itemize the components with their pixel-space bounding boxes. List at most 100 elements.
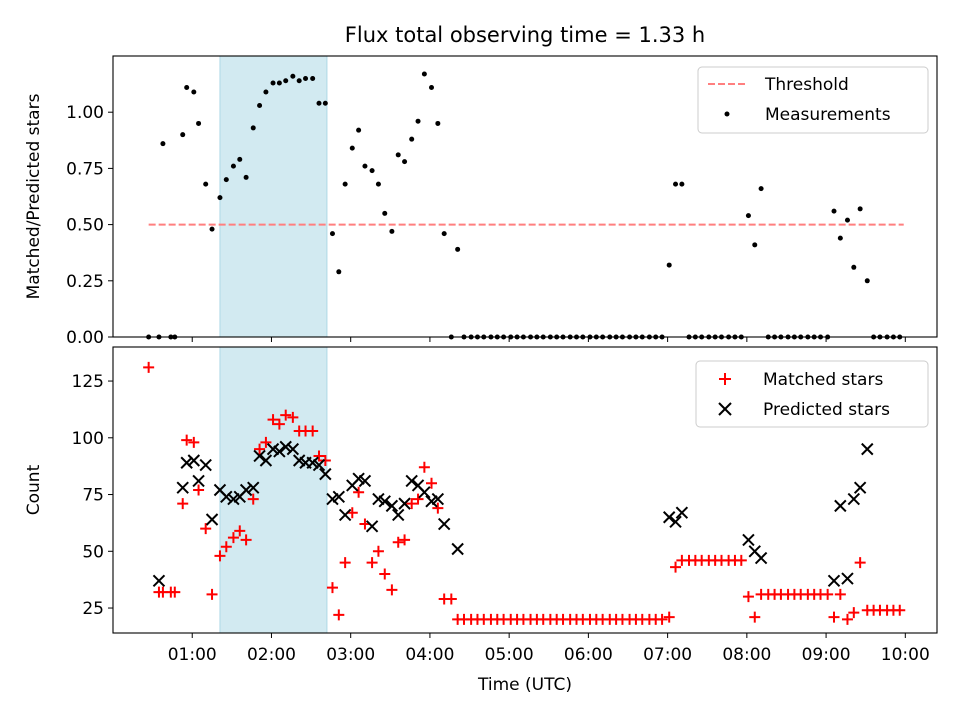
matched-point bbox=[260, 436, 272, 448]
ratio-panel: 0.00 0.25 0.50 0.75 1.00 Matched/Predicted s… bbox=[24, 55, 938, 348]
x-tick-label: 04:00 bbox=[405, 645, 454, 665]
measurement-point bbox=[864, 278, 870, 284]
measurement-point bbox=[217, 195, 223, 201]
y-axis-label: Matched/Predicted stars bbox=[24, 93, 44, 299]
predicted-point bbox=[312, 458, 326, 472]
measurement-point bbox=[362, 163, 368, 169]
measurement-point bbox=[831, 208, 837, 214]
measurement-point bbox=[191, 89, 197, 95]
matched-point bbox=[366, 557, 378, 569]
matched-point bbox=[169, 586, 181, 598]
matched-point bbox=[273, 418, 285, 430]
legend-box bbox=[695, 360, 929, 428]
observing-span bbox=[219, 55, 328, 338]
matched-point bbox=[333, 609, 345, 621]
matched-point bbox=[663, 611, 675, 623]
matched-point bbox=[193, 484, 205, 496]
measurement-point bbox=[263, 89, 269, 95]
matched-point bbox=[386, 584, 398, 596]
matched-point bbox=[445, 593, 457, 605]
measurement-point bbox=[752, 242, 758, 248]
x-ticks bbox=[191, 337, 906, 342]
predicted-point bbox=[431, 492, 445, 506]
measurement-point bbox=[283, 78, 289, 84]
measurement-point bbox=[402, 159, 408, 165]
observing-span bbox=[219, 346, 328, 634]
legend-predicted-swatch bbox=[718, 402, 732, 416]
x-axis: 01:00 02:00 03:00 04:00 05:00 06:00 07:00 08:00… bbox=[168, 633, 930, 665]
matched-point bbox=[749, 611, 761, 623]
predicted-point bbox=[451, 542, 464, 556]
matched-point bbox=[319, 454, 331, 466]
y-tick-label: 125 bbox=[72, 372, 104, 392]
matched-point bbox=[220, 541, 232, 553]
measurement-point bbox=[758, 186, 764, 192]
measurement-point bbox=[429, 84, 435, 90]
measurement-point bbox=[837, 235, 843, 241]
matched-point bbox=[227, 532, 239, 544]
measurement-point bbox=[844, 217, 850, 223]
measurement-point bbox=[666, 262, 672, 268]
measurement-point bbox=[679, 181, 685, 187]
measurement-point bbox=[421, 71, 427, 77]
measurement-point bbox=[342, 181, 348, 187]
predicted-point bbox=[180, 456, 193, 469]
measurement-point bbox=[375, 181, 381, 187]
measurement-point bbox=[296, 78, 302, 84]
predicted-point bbox=[742, 533, 755, 547]
legend-predicted-label: Predicted stars bbox=[763, 400, 890, 420]
legend-box bbox=[697, 66, 929, 134]
predicted-point bbox=[205, 513, 219, 526]
predicted-point bbox=[253, 449, 266, 463]
predicted-point bbox=[669, 515, 682, 528]
matched-point bbox=[894, 604, 906, 616]
legend-measurements-swatch bbox=[724, 111, 730, 117]
measurement-point bbox=[250, 125, 256, 131]
measurement-point bbox=[316, 100, 322, 106]
predicted-point bbox=[187, 454, 201, 467]
measurement-point bbox=[395, 152, 401, 158]
predicted-point bbox=[338, 508, 352, 522]
measurement-point bbox=[203, 181, 209, 187]
matched-point bbox=[339, 557, 351, 569]
predicted-points bbox=[152, 440, 874, 588]
plot-frame bbox=[112, 55, 938, 338]
predicted-point bbox=[841, 572, 854, 585]
y-tick-label: 0.25 bbox=[66, 272, 104, 292]
predicted-point bbox=[247, 481, 260, 494]
matched-point bbox=[234, 525, 246, 537]
measurement-point bbox=[243, 174, 249, 180]
y-tick-label: 0.00 bbox=[66, 328, 104, 348]
predicted-point bbox=[192, 474, 205, 488]
measurement-point bbox=[336, 269, 342, 275]
predicted-point bbox=[662, 511, 676, 524]
measurement-point bbox=[415, 118, 421, 124]
matched-point bbox=[834, 588, 846, 600]
matched-point bbox=[412, 493, 424, 505]
plot-frame bbox=[112, 346, 938, 634]
predicted-point bbox=[827, 574, 841, 588]
predicted-point bbox=[220, 490, 233, 504]
x-tick-label: 07:00 bbox=[643, 645, 692, 665]
matched-point bbox=[392, 536, 404, 548]
matched-points bbox=[143, 361, 906, 625]
matched-point bbox=[854, 557, 866, 569]
matched-point bbox=[418, 461, 430, 473]
y-axis: 25 50 75 100 125 bbox=[72, 372, 113, 619]
measurement-point bbox=[237, 156, 243, 162]
matched-point bbox=[670, 561, 682, 573]
matched-point bbox=[287, 411, 299, 423]
x-tick-label: 08:00 bbox=[722, 645, 771, 665]
matched-point bbox=[240, 534, 252, 546]
measurement-point bbox=[349, 145, 355, 151]
predicted-point bbox=[358, 474, 372, 488]
measurement-point bbox=[230, 163, 236, 169]
predicted-point bbox=[332, 490, 346, 504]
highlight-span bbox=[219, 55, 328, 338]
matched-point bbox=[742, 591, 754, 603]
matched-point bbox=[426, 477, 438, 489]
matched-point bbox=[206, 588, 218, 600]
matched-point bbox=[143, 361, 155, 373]
legend-matched-swatch bbox=[719, 373, 731, 385]
matched-point bbox=[822, 588, 834, 600]
